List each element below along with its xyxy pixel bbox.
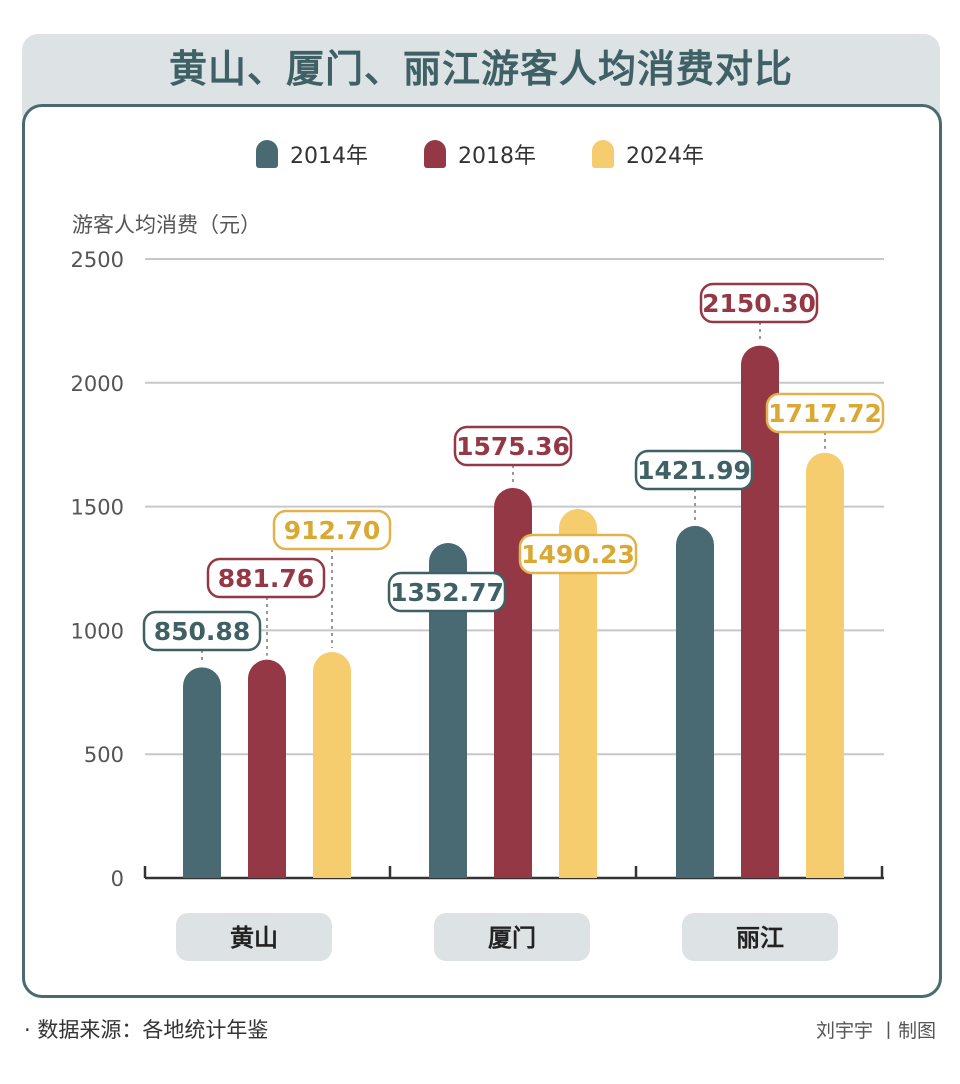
y-tick-label: 1500: [71, 496, 124, 520]
data-label-box: [142, 610, 262, 652]
bar: [183, 667, 221, 878]
data-label: 1575.36: [456, 432, 570, 461]
data-label: 912.70: [284, 516, 380, 545]
bar: [676, 525, 714, 878]
y-axis-title: 游客人均消费（元）: [72, 213, 261, 237]
category-pill: [434, 913, 590, 961]
y-tick-label: 0: [111, 867, 124, 891]
data-label-box: [634, 449, 754, 491]
title-band: [22, 34, 940, 116]
bar: [559, 509, 597, 878]
legend-label-2024: 2024年: [626, 144, 704, 169]
data-label: 850.88: [154, 617, 250, 646]
data-label: 1490.23: [521, 540, 635, 569]
data-label-box: [518, 533, 638, 575]
category-pill: [176, 913, 332, 961]
category-labels: 黄山 厦门 丽江: [176, 913, 838, 961]
legend: 2014年 2018年 2024年: [0, 134, 960, 174]
legend-label-2014: 2014年: [290, 144, 368, 169]
data-source-note: · 数据来源：各地统计年鉴: [24, 1018, 269, 1042]
data-labels: 850.88 1352.77 1421.99 881.76 1575.36 2150.30…: [142, 282, 885, 664]
data-label-box: [699, 282, 819, 324]
bar: [429, 543, 467, 878]
bar: [313, 652, 351, 878]
legend-label-2018: 2018年: [458, 144, 536, 169]
bar: [806, 452, 844, 878]
data-label-box: [453, 425, 573, 467]
legend-item-2024: 2024年: [592, 138, 704, 170]
bar-chart: 游客人均消费（元） 0 500 1000 1500 2000 2500 850.88 135…: [71, 213, 885, 961]
data-label: 1352.77: [390, 578, 504, 607]
legend-swatch-2014: [256, 140, 278, 168]
y-tick-label: 2000: [71, 372, 124, 396]
data-label-box: [206, 557, 326, 599]
legend-swatch-2018: [424, 140, 446, 168]
data-label: 1421.99: [637, 456, 751, 485]
bars: [183, 345, 844, 879]
y-tick-label: 500: [84, 743, 124, 767]
legend-swatch-2024: [592, 140, 614, 168]
y-tick-labels: 0 500 1000 1500 2000 2500: [71, 248, 124, 891]
data-label-box: [387, 571, 507, 613]
chart-title: 黄山、厦门、丽江游客人均消费对比: [168, 47, 793, 91]
data-label: 1717.72: [768, 399, 882, 428]
data-label: 881.76: [218, 564, 314, 593]
chart-credit: 刘宇宇 丨制图: [815, 1020, 936, 1042]
category-label: 黄山: [230, 924, 278, 952]
data-label: 2150.30: [702, 289, 816, 318]
category-pill: [682, 913, 838, 961]
category-label: 丽江: [736, 924, 784, 952]
category-label: 厦门: [488, 924, 536, 952]
legend-item-2018: 2018年: [424, 138, 536, 170]
data-label-box: [272, 509, 392, 551]
bar: [248, 659, 286, 878]
legend-item-2014: 2014年: [256, 138, 368, 170]
chart-card: [22, 104, 942, 998]
y-tick-label: 1000: [71, 619, 124, 643]
data-label-box: [765, 392, 885, 434]
y-tick-label: 2500: [71, 248, 124, 272]
